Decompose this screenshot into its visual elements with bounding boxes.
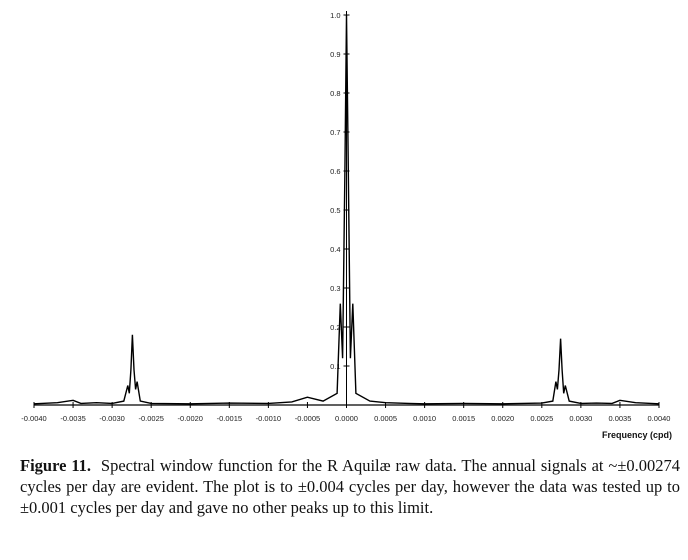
- y-tick-label: 0.6: [330, 167, 340, 176]
- y-tick-label: 0.1: [330, 362, 340, 371]
- y-tick-label: 0.8: [330, 89, 340, 98]
- spectral-window-line: [33, 14, 660, 405]
- x-tick-label: -0.0040: [21, 414, 46, 423]
- y-tick-label: 0.7: [330, 128, 340, 137]
- y-tick-label: 0.5: [330, 206, 340, 215]
- y-tick-label: 0.3: [330, 284, 340, 293]
- caption-text: Spectral window function for the R Aquil…: [20, 456, 681, 517]
- tick-labels: -0.0040 -0.0035 -0.0030 -0.0025 -0.0020 -0.00…: [21, 11, 670, 423]
- x-tick-label: -0.0025: [138, 414, 163, 423]
- x-tick-label: -0.0015: [217, 414, 242, 423]
- x-tick-label: 0.0035: [608, 414, 631, 423]
- x-tick-label: -0.0010: [256, 414, 281, 423]
- x-tick-label: 0.0000: [335, 414, 358, 423]
- figure-caption: Figure 11. Spectral window function for …: [20, 455, 680, 518]
- caption-label: Figure 11.: [20, 456, 92, 475]
- x-tick-label: 0.0040: [648, 414, 671, 423]
- y-tick-label: 1.0: [330, 11, 340, 20]
- spectral-window-chart: -0.0040 -0.0035 -0.0030 -0.0025 -0.0020 -0.00…: [21, 11, 672, 440]
- y-tick-label: 0.2: [330, 323, 340, 332]
- x-tick-label: 0.0020: [491, 414, 514, 423]
- y-tick-label: 0.9: [330, 50, 340, 59]
- x-axis-label: Frequency (cpd): [602, 430, 672, 440]
- x-tick-label: 0.0005: [374, 414, 397, 423]
- x-tick-label: -0.0035: [60, 414, 85, 423]
- x-tick-label: -0.0020: [178, 414, 203, 423]
- x-tick-label: 0.0015: [452, 414, 475, 423]
- y-tick-label: 0.4: [330, 245, 340, 254]
- x-tick-label: 0.0025: [530, 414, 553, 423]
- x-tick-label: -0.0030: [99, 414, 124, 423]
- x-tick-label: -0.0005: [295, 414, 320, 423]
- x-tick-label: 0.0030: [569, 414, 592, 423]
- x-tick-label: 0.0010: [413, 414, 436, 423]
